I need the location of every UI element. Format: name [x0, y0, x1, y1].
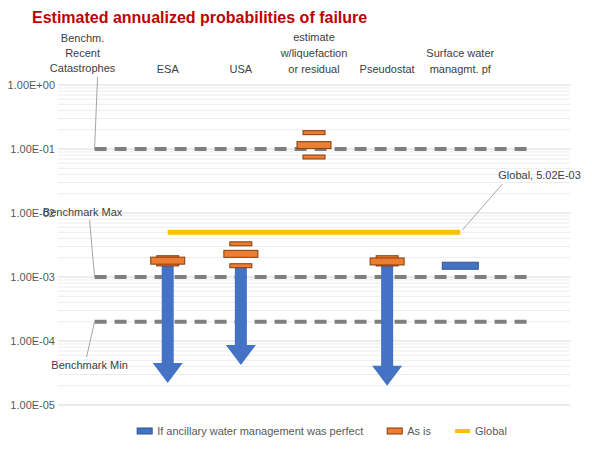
- minor-grid-line: [58, 343, 570, 344]
- label-line: estimate: [293, 31, 335, 43]
- leader-line: [95, 77, 98, 149]
- y-tick-label: 1.00E-01: [10, 143, 55, 155]
- minor-grid-line: [58, 151, 570, 152]
- y-tick-label: 1.00E-04: [10, 335, 55, 347]
- high-mark: [230, 242, 252, 246]
- legend-swatch: [455, 429, 470, 433]
- box: [297, 142, 331, 149]
- box: [224, 250, 258, 257]
- label-line: Surface water: [426, 47, 494, 59]
- category-label: USA: [230, 63, 253, 75]
- reference-label: Benchmark Min: [51, 359, 127, 371]
- legend-label: As is: [407, 425, 431, 437]
- grid-line: [58, 341, 570, 342]
- box: [151, 257, 185, 264]
- y-tick-label: 1.00E+00: [8, 79, 55, 91]
- category-label: estimate w/liquefaction or residual: [280, 31, 348, 75]
- category-label: ESA: [157, 63, 180, 75]
- grid-line: [58, 405, 570, 406]
- label-line: w/liquefaction: [280, 47, 348, 59]
- minor-grid-line: [58, 99, 570, 100]
- low-mark: [303, 155, 325, 159]
- minor-grid-line: [58, 87, 570, 88]
- minor-grid-line: [58, 227, 570, 228]
- minor-grid-line: [58, 283, 570, 284]
- grid-line: [58, 213, 570, 214]
- label-line: Pseudostat: [360, 63, 415, 75]
- minor-grid-line: [58, 374, 570, 375]
- minor-grid-line: [58, 215, 570, 216]
- label-line: ESA: [157, 63, 180, 75]
- label-line: USA: [230, 63, 253, 75]
- minor-grid-line: [58, 279, 570, 280]
- legend-label: If ancillary water management was perfec…: [157, 425, 363, 437]
- minor-grid-line: [58, 360, 570, 361]
- label-line: Benchm.: [61, 32, 104, 44]
- minor-grid-line: [58, 174, 570, 175]
- minor-grid-line: [58, 168, 570, 169]
- minor-grid-line: [58, 385, 570, 386]
- plot-marks: [95, 131, 534, 386]
- chart: Estimated annualized probabilities of fa…: [0, 0, 592, 464]
- annotation: Global, 5.02E-03: [498, 169, 581, 181]
- arrow: [226, 266, 256, 365]
- minor-grid-line: [58, 238, 570, 239]
- minor-grid-line: [58, 182, 570, 183]
- reference-label: Benchm. Recent Catastrophes: [50, 32, 116, 74]
- minor-grid-line: [58, 104, 570, 105]
- leader-line: [90, 220, 95, 277]
- box: [442, 262, 478, 269]
- high-mark: [303, 131, 325, 135]
- minor-grid-line: [58, 321, 570, 322]
- low-mark: [230, 264, 252, 268]
- minor-grid-line: [58, 257, 570, 258]
- minor-grid-line: [58, 94, 570, 95]
- minor-grid-line: [58, 296, 570, 297]
- minor-grid-line: [58, 355, 570, 356]
- minor-grid-line: [58, 222, 570, 223]
- category-label: Pseudostat: [360, 63, 415, 75]
- y-tick-label: 1.00E-05: [10, 399, 55, 411]
- minor-grid-line: [58, 232, 570, 233]
- arrow: [153, 266, 183, 383]
- title: Estimated annualized probabilities of fa…: [32, 9, 367, 26]
- leader-line: [462, 184, 502, 230]
- minor-grid-line: [58, 366, 570, 367]
- label-line: Catastrophes: [50, 62, 116, 74]
- minor-grid-line: [58, 91, 570, 92]
- series-line: [168, 230, 461, 235]
- legend-swatch: [387, 428, 402, 434]
- label-line: Benchmark Max: [43, 206, 123, 218]
- minor-grid-line: [58, 347, 570, 348]
- minor-grid-line: [58, 291, 570, 292]
- reference-line: [95, 320, 534, 324]
- leader-line: [87, 322, 95, 357]
- arrow: [372, 266, 402, 386]
- label-line: Benchmark Min: [51, 359, 127, 371]
- grid-line: [58, 277, 570, 278]
- grid-line: [58, 85, 570, 86]
- label-line: managmt. pf: [430, 63, 492, 75]
- label-line: Recent: [65, 47, 100, 59]
- y-tick-label: 1.00E-03: [10, 271, 55, 283]
- minor-grid-line: [58, 350, 570, 351]
- reference-line: [95, 275, 534, 279]
- box: [370, 258, 404, 265]
- category-label: Surface water managmt. pf: [426, 47, 494, 75]
- minor-grid-line: [58, 118, 570, 119]
- minor-grid-line: [58, 163, 570, 164]
- minor-grid-line: [58, 219, 570, 220]
- minor-grid-line: [58, 246, 570, 247]
- label-line: or residual: [288, 63, 339, 75]
- reference-label: Benchmark Max: [43, 206, 123, 218]
- legend-swatch: [137, 428, 152, 434]
- minor-grid-line: [58, 110, 570, 111]
- legend-label: Global: [475, 425, 507, 437]
- minor-grid-line: [58, 286, 570, 287]
- minor-grid-line: [58, 302, 570, 303]
- minor-grid-line: [58, 310, 570, 311]
- minor-grid-line: [58, 129, 570, 130]
